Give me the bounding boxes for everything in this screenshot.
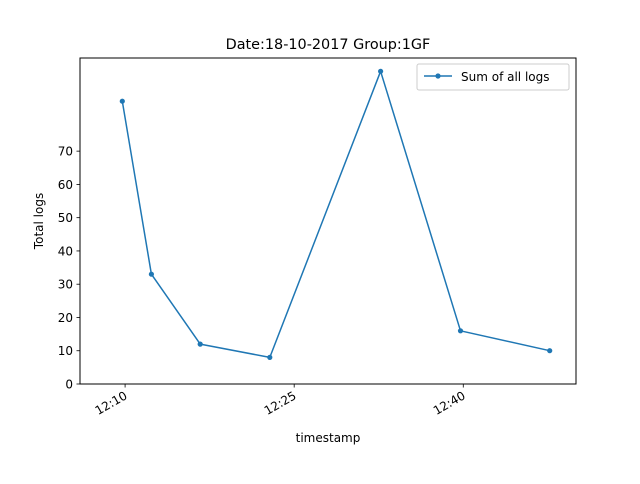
data-point — [378, 68, 384, 74]
plot-frame — [79, 57, 577, 385]
y-tick-label: 60 — [58, 178, 73, 192]
data-point — [457, 328, 464, 334]
y-tick-label: 70 — [58, 145, 73, 159]
legend-label: Sum of all logs — [461, 70, 550, 84]
data-point — [197, 341, 203, 347]
series-layer — [119, 68, 553, 360]
x-axis-label: timestamp — [296, 431, 361, 445]
legend-box — [416, 63, 570, 91]
data-point — [547, 348, 553, 354]
y-tick-label: 0 — [65, 378, 73, 392]
data-point — [267, 354, 273, 360]
y-axis-label: Total logs — [32, 193, 46, 250]
y-tick-label: 50 — [58, 211, 73, 225]
y-tick-label: 20 — [58, 311, 73, 325]
y-tick-label: 40 — [58, 244, 73, 258]
chart-title: Date:18-10-2017 Group:1GF — [226, 37, 431, 53]
y-tick-label: 10 — [58, 344, 73, 358]
data-point — [119, 98, 125, 104]
y-tick-label: 30 — [58, 278, 73, 292]
data-point — [148, 271, 154, 277]
legend: Sum of all logs — [416, 63, 570, 91]
legend-marker — [435, 73, 441, 79]
